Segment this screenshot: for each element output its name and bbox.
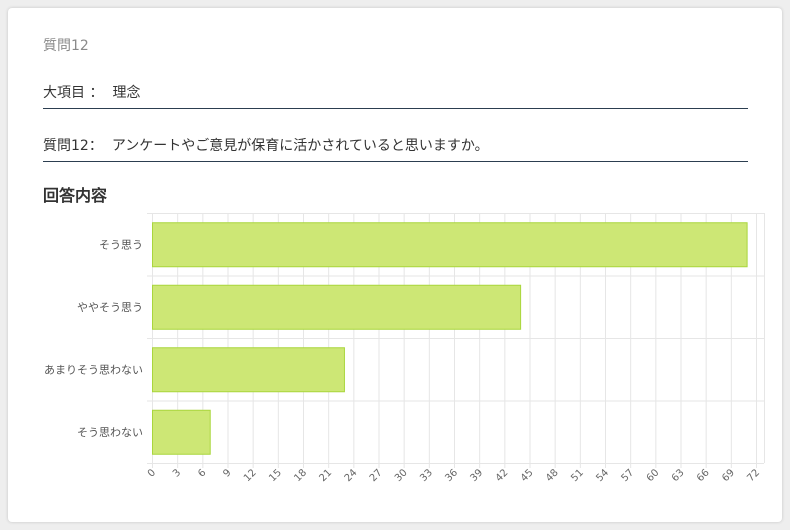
x-tick-label: 51 [569,467,586,484]
x-tick-label: 9 [221,467,233,479]
x-tick-label: 39 [469,467,486,484]
category-label: そう思う [99,238,143,251]
question-number: 質問12 [43,38,89,54]
question-text: アンケートやご意見が保育に活かされていると思いますか。 [111,138,489,154]
x-tick-label: 54 [594,467,611,484]
x-tick-label: 36 [443,467,460,484]
question-row: 質問12： アンケートやご意見が保育に活かされていると思いますか。 [43,135,748,162]
x-tick-label: 0 [146,467,158,479]
x-tick-label: 42 [494,467,511,484]
category-label: ややそう思う [77,301,143,314]
section-title: 回答内容 [43,186,108,205]
x-tick-label: 18 [292,467,309,484]
question-label: 質問12： [43,138,103,154]
x-tick-label: 60 [645,467,662,484]
x-tick-label: 3 [171,467,183,479]
category-label: そう思わない [77,426,143,439]
x-tick-label: 12 [242,467,259,484]
x-tick-label: 6 [196,467,208,479]
bar-1 [152,222,748,268]
x-tick-label: 48 [544,467,561,484]
category-value: 理念 [112,85,141,101]
bar-3 [152,347,345,393]
x-tick-label: 30 [393,467,410,484]
x-tick-label: 45 [519,467,536,484]
x-tick-label: 15 [267,467,284,484]
x-tick-label: 63 [670,467,687,484]
x-tick-label: 33 [418,467,435,484]
x-tick-label: 21 [318,467,335,484]
x-tick-label: 66 [695,467,712,484]
category-row: 大項目 ： 理念 [43,82,748,109]
x-tick-label: 24 [343,467,360,484]
x-tick-label: 69 [720,467,737,484]
x-tick-label: 57 [620,467,637,484]
x-tick-label: 27 [368,467,385,484]
category-label: 大項目 ： [43,85,104,101]
x-tick-label: 72 [745,467,762,484]
bar-4 [152,409,211,455]
category-label: あまりそう思わない [44,363,143,376]
question-card: 質問12 大項目 ： 理念 質問12： アンケートやご意見が保育に活かされていると思… [8,8,782,522]
bar-2 [152,284,522,330]
